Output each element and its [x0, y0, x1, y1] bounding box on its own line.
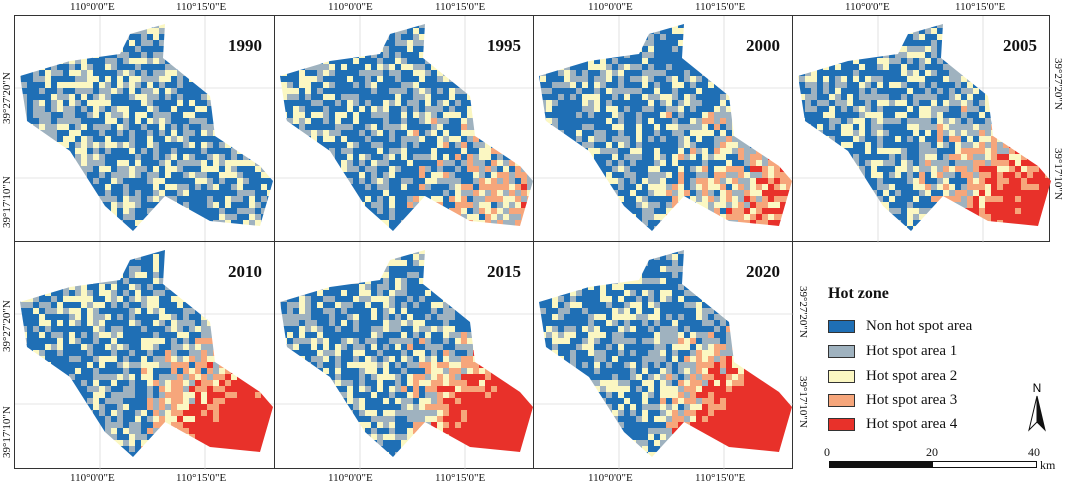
study-area-map: [275, 16, 535, 243]
legend-swatch: [828, 370, 855, 383]
year-label: 2020: [746, 262, 780, 281]
lon-label-bottom: 110°0'0"E: [70, 472, 115, 484]
year-label: 2010: [228, 262, 262, 281]
legend-swatch: [828, 345, 855, 358]
map-panel-2020: 2020: [533, 241, 794, 470]
lon-label-bottom: 110°0'0"E: [328, 472, 373, 484]
lon-label-bottom: 110°15'0"E: [695, 472, 746, 484]
map-panel-1990: 1990: [14, 15, 276, 243]
lon-label-top: 110°15'0"E: [176, 1, 227, 13]
map-panel-2010: 2010: [14, 241, 276, 470]
lat-label-left: 39°17'10"N: [1, 406, 13, 458]
lon-label-top: 110°0'0"E: [328, 1, 373, 13]
lat-label-left: 39°27'20"N: [1, 72, 13, 124]
lon-label-top: 110°0'0"E: [845, 1, 890, 13]
lon-label-bottom: 110°0'0"E: [588, 472, 633, 484]
study-area-map: [534, 242, 794, 470]
year-label: 1990: [228, 36, 262, 55]
lat-label-right: 39°17'10"N: [1052, 148, 1064, 200]
study-area-map: [15, 242, 276, 470]
scale-tick-label: 20: [926, 445, 938, 459]
lat-label-left: 39°27'20"N: [1, 300, 13, 352]
north-arrow-icon: N: [1028, 381, 1046, 432]
lat-label-right: 39°27'20"N: [797, 286, 809, 338]
lat-label-left: 39°17'10"N: [1, 176, 13, 228]
study-area-map: [275, 242, 535, 470]
year-label: 2000: [746, 36, 780, 55]
lon-label-top: 110°15'0"E: [955, 1, 1006, 13]
scale-bar-filled: [830, 462, 933, 467]
scale-tick-label: 0: [824, 445, 830, 459]
map-panel-2005: 2005: [792, 15, 1051, 243]
north-label: N: [1033, 381, 1042, 395]
map-panel-1995: 1995: [274, 15, 535, 243]
lon-label-bottom: 110°15'0"E: [435, 472, 486, 484]
lat-label-right: 39°27'20"N: [1052, 58, 1064, 110]
year-label: 1995: [487, 36, 521, 55]
map-panel-2000: 2000: [533, 15, 794, 243]
legend-swatch: [828, 418, 855, 431]
scale-tick-label: 40: [1028, 445, 1040, 459]
legend-label: Hot spot area 2: [866, 368, 958, 384]
legend-label: Hot spot area 3: [866, 392, 958, 408]
scale-bar: [829, 461, 1037, 468]
year-label: 2015: [487, 262, 521, 281]
lon-label-top: 110°0'0"E: [588, 1, 633, 13]
lon-label-top: 110°15'0"E: [435, 1, 486, 13]
legend-label: Hot spot area 1: [866, 343, 958, 359]
lon-label-top: 110°15'0"E: [695, 1, 746, 13]
study-area-map: [793, 16, 1051, 243]
map-panel-2015: 2015: [274, 241, 535, 470]
legend-swatch: [828, 394, 855, 407]
legend-title: Hot zone: [828, 285, 889, 302]
hot-zone-raster: [280, 24, 533, 231]
scale-unit: km: [1040, 458, 1056, 472]
study-area-map: [15, 16, 276, 243]
lat-label-right: 39°17'10"N: [797, 376, 809, 428]
lon-label-top: 110°0'0"E: [70, 1, 115, 13]
legend-label: Hot spot area 4: [866, 416, 958, 432]
lon-label-bottom: 110°15'0"E: [176, 472, 227, 484]
year-label: 2005: [1003, 36, 1037, 55]
legend-label: Non hot spot area: [866, 318, 973, 334]
study-area-map: [534, 16, 794, 243]
legend-swatch: [828, 320, 855, 333]
